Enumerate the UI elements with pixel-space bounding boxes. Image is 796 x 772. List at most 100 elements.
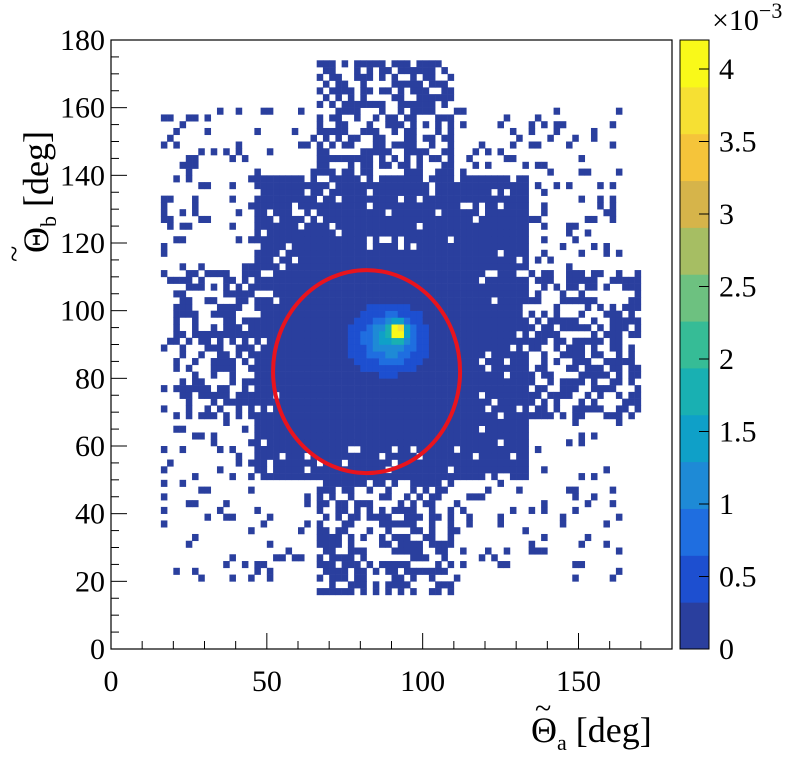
heatmap-cell: [509, 202, 517, 210]
heatmap-cell: [534, 344, 542, 352]
heatmap-cell: [310, 446, 317, 454]
heatmap-cell: [192, 161, 199, 169]
heatmap-cell: [391, 303, 399, 311]
heatmap-cell: [534, 330, 542, 339]
heatmap-cell: [410, 330, 417, 339]
heatmap-cell: [260, 378, 268, 386]
heatmap-cell: [310, 344, 317, 352]
y-tick-label: 160: [60, 92, 105, 125]
heatmap-cell: [298, 412, 305, 420]
heatmap-cell: [185, 114, 193, 122]
heatmap-cell: [497, 452, 504, 460]
heatmap-cell: [254, 432, 261, 440]
heatmap-cell: [279, 391, 286, 399]
heatmap-cell: [516, 188, 523, 196]
heatmap-cell: [447, 256, 455, 264]
heatmap-cell: [298, 188, 305, 196]
heatmap-cell: [229, 276, 236, 284]
heatmap-cell: [235, 459, 243, 467]
heatmap-cell: [341, 561, 349, 569]
heatmap-cell: [385, 486, 392, 494]
heatmap-cell: [453, 439, 461, 447]
heatmap-cell: [566, 351, 573, 359]
heatmap-cell: [566, 182, 573, 190]
heatmap-cell: [460, 344, 467, 352]
heatmap-cell: [435, 317, 442, 325]
heatmap-cell: [509, 188, 517, 196]
heatmap-cell: [503, 324, 511, 332]
heatmap-cell: [291, 290, 299, 298]
heatmap-cell: [341, 283, 349, 291]
heatmap-cell: [416, 418, 423, 426]
heatmap-cell: [379, 439, 386, 447]
heatmap-cell: [478, 297, 486, 305]
heatmap-cell: [447, 418, 455, 426]
heatmap-cell: [347, 94, 355, 102]
heatmap-cell: [366, 222, 374, 230]
heatmap-cell: [509, 229, 517, 237]
heatmap-cell: [528, 337, 536, 345]
heatmap-cell: [478, 418, 486, 426]
heatmap-cell: [329, 358, 336, 366]
heatmap-cell: [597, 303, 604, 311]
heatmap-cell: [204, 385, 212, 393]
heatmap-cell: [366, 297, 374, 305]
heatmap-cell: [335, 439, 342, 447]
heatmap-cell: [472, 425, 480, 433]
heatmap-cell: [428, 459, 436, 467]
heatmap-cell: [260, 385, 268, 393]
heatmap-cell: [435, 60, 442, 68]
heatmap-cell: [254, 452, 261, 460]
heatmap-cell: [341, 398, 349, 406]
heatmap-cell: [460, 405, 467, 413]
heatmap-cell: [441, 100, 448, 108]
heatmap-cell: [509, 337, 517, 345]
heatmap-cell: [597, 391, 604, 399]
heatmap-cell: [509, 276, 517, 284]
heatmap-cell: [416, 479, 423, 487]
heatmap-cell: [192, 371, 199, 379]
heatmap-cell: [366, 364, 374, 372]
heatmap-cell: [391, 351, 399, 359]
heatmap-cell: [329, 459, 336, 467]
heatmap-cell: [273, 452, 280, 460]
heatmap-cell: [216, 337, 224, 345]
heatmap-cell: [491, 303, 498, 311]
colorbar-segment: [680, 555, 709, 603]
heatmap-cell: [235, 330, 243, 339]
heatmap-cell: [347, 486, 355, 494]
heatmap-cell: [266, 310, 274, 318]
heatmap-cell: [466, 493, 473, 501]
heatmap-cell: [478, 439, 486, 447]
heatmap-cell: [528, 540, 536, 548]
heatmap-cell: [304, 182, 311, 190]
heatmap-cell: [453, 243, 461, 251]
heatmap-cell: [360, 533, 367, 542]
heatmap-cell: [285, 283, 293, 291]
heatmap-cell: [360, 459, 367, 467]
heatmap-cell: [322, 533, 330, 542]
heatmap-cell: [204, 391, 212, 399]
heatmap-cell: [316, 236, 324, 244]
heatmap-cell: [478, 222, 486, 230]
heatmap-cell: [216, 446, 224, 454]
heatmap-cell: [210, 344, 218, 352]
heatmap-cell: [360, 256, 367, 264]
heatmap-cell: [447, 141, 455, 149]
heatmap-cell: [572, 222, 579, 230]
heatmap-cell: [447, 561, 455, 569]
heatmap-cell: [472, 378, 480, 386]
heatmap-cell: [485, 243, 492, 251]
heatmap-cell: [341, 588, 349, 596]
heatmap-cell: [422, 554, 430, 562]
heatmap-cell: [528, 398, 536, 406]
heatmap-cell: [160, 344, 168, 352]
heatmap-cell: [310, 182, 317, 190]
heatmap-cell: [485, 418, 492, 426]
heatmap-cell: [622, 283, 629, 291]
heatmap-cell: [559, 378, 567, 386]
heatmap-cell: [541, 405, 548, 413]
heatmap-cell: [485, 324, 492, 332]
heatmap-cell: [397, 229, 405, 237]
heatmap-cell: [391, 249, 399, 257]
